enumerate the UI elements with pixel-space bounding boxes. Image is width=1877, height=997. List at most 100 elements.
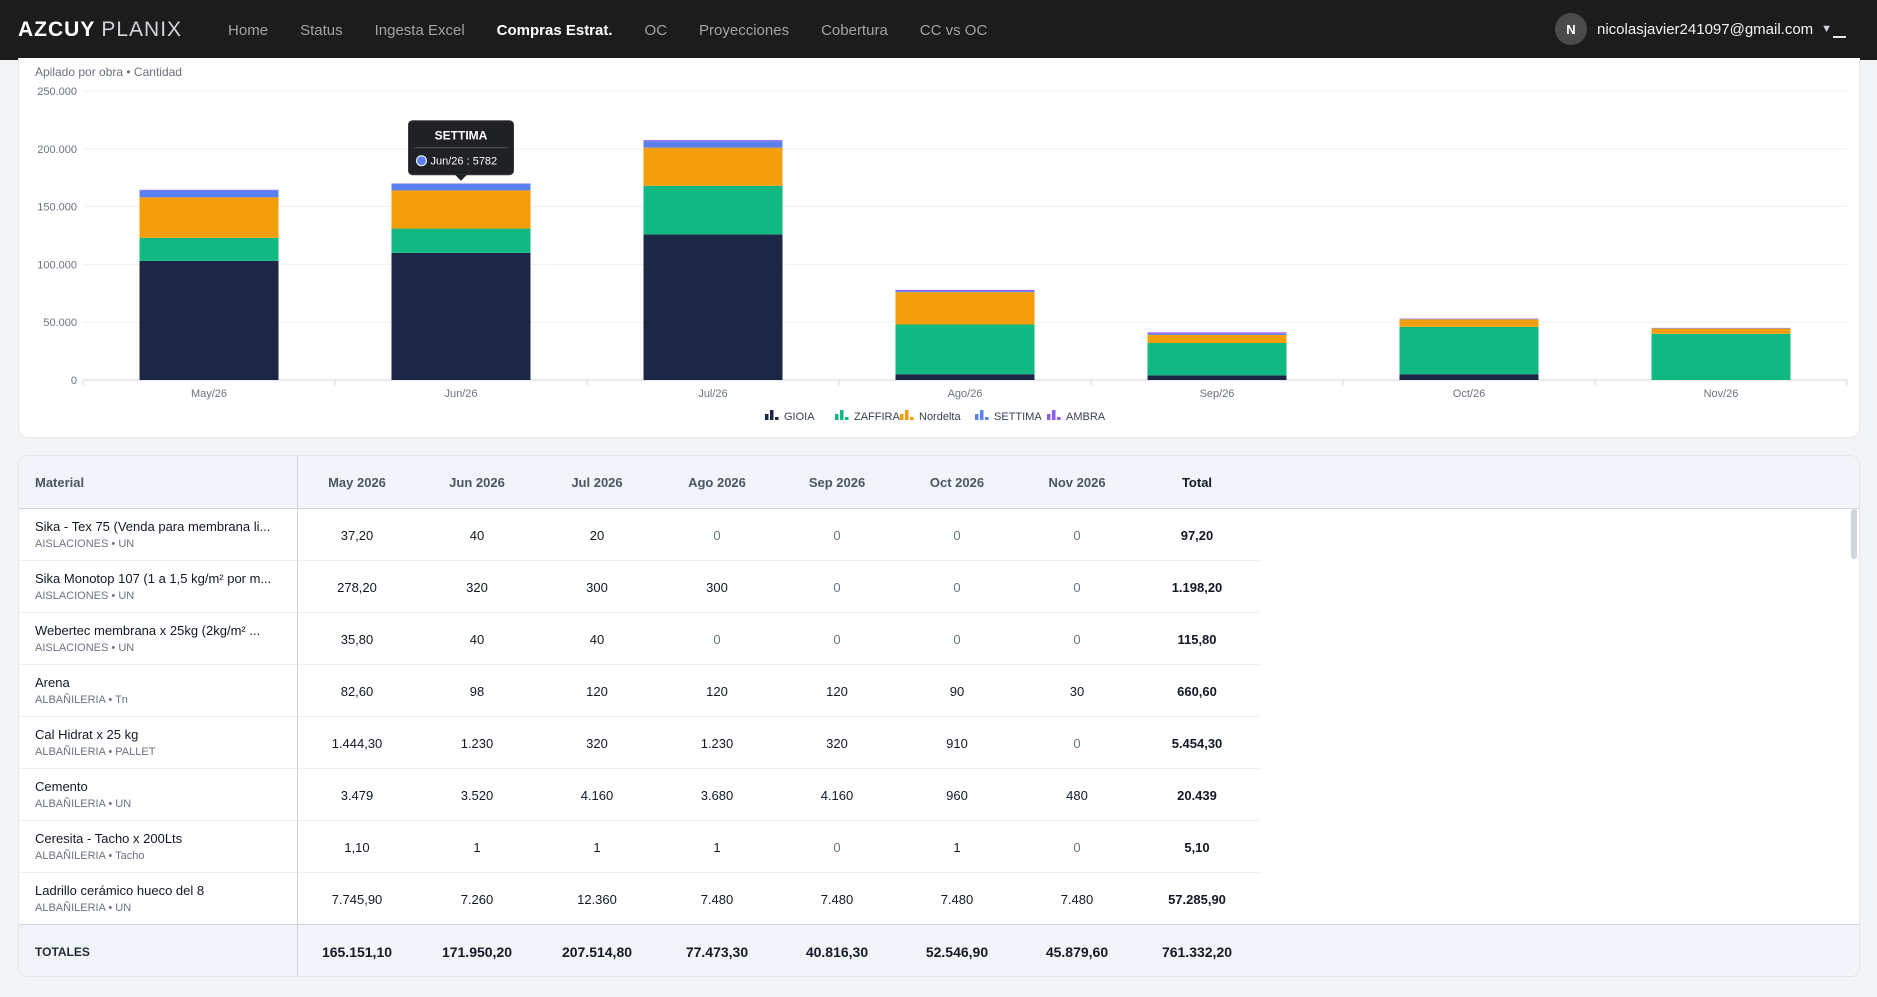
table-row[interactable]: Ceresita - Tacho x 200Lts ALBAÑILERIA • T… (19, 821, 1259, 873)
row-total-cell: 5,10 (1184, 839, 1210, 855)
bar-gioia-2 (643, 234, 783, 380)
legend-bar-icon (905, 410, 909, 420)
table-cell: 1 (953, 839, 961, 855)
chevron-down-icon: ▼ (1821, 23, 1833, 35)
y-tick-label: 0 (71, 375, 77, 387)
table-cell: 82,60 (340, 683, 374, 699)
material-name: Sika Monotop 107 (1 a 1,5 kg/m² por m... (35, 571, 272, 586)
material-category: ALBAÑILERIA • UN (35, 902, 132, 914)
legend-bar-icon (1047, 414, 1051, 420)
x-tick-label: Sep/26 (1200, 388, 1235, 400)
brand-logo[interactable]: AZCUY PLANIX (18, 18, 182, 42)
nav-link-ingesta-excel[interactable]: Ingesta Excel (374, 21, 465, 39)
tooltip-series-dot (416, 155, 427, 167)
x-tick-label: Nov/26 (1704, 388, 1739, 400)
table-cell: 0 (833, 527, 841, 543)
table-cell: 35,80 (340, 631, 374, 647)
table-cell: 0 (833, 579, 841, 595)
nav-link-compras-estrat[interactable]: Compras Estrat. (496, 21, 613, 39)
bar-ambra-0 (139, 189, 279, 191)
table-row[interactable]: Sika Monotop 107 (1 a 1,5 kg/m² por m...… (19, 561, 1259, 613)
total-cell: 77.473,30 (685, 944, 749, 960)
nav-link-cobertura[interactable]: Cobertura (821, 21, 888, 39)
table-cell: 3.479 (340, 787, 374, 803)
nav-link-status[interactable]: Status (300, 21, 343, 39)
total-cell: 207.514,80 (561, 944, 633, 960)
column-header-oct-2026[interactable]: Oct 2026 (929, 475, 985, 490)
material-name: Ceresita - Tacho x 200Lts (35, 831, 183, 846)
nav-link-proyecciones[interactable]: Proyecciones (699, 21, 790, 39)
chart-card: Apilado por obra • Cantidad 250.000 200.0… (18, 58, 1860, 438)
table-cell: 320 (586, 735, 608, 751)
column-header-nov-2026[interactable]: Nov 2026 (1048, 475, 1106, 490)
bar-zaffira-4 (1147, 343, 1287, 376)
table-row[interactable]: Cemento ALBAÑILERIA • UN 3.479 3.520 4.160 3.… (19, 769, 1259, 821)
table-row[interactable]: Cal Hidrat x 25 kg ALBAÑILERIA • PALLET 1.… (19, 717, 1259, 769)
table-cell: 1,10 (344, 839, 370, 855)
table-row[interactable]: Sika - Tex 75 (Venda para membrana li...… (19, 509, 1259, 561)
legend-bar-icon (985, 417, 989, 420)
bar-zaffira-1 (391, 228, 531, 253)
row-total-cell: 5.454,30 (1171, 735, 1223, 751)
legend-item-settima[interactable]: SETTIMA (975, 410, 1042, 423)
column-header-may-2026[interactable]: May 2026 (328, 475, 386, 490)
column-header-material[interactable]: Material (35, 475, 85, 490)
bar-zaffira-5 (1399, 326, 1539, 375)
bar-nordelta-3 (895, 292, 1035, 325)
legend-item-ambra[interactable]: AMBRA (1047, 410, 1106, 423)
legend-item-nordelta[interactable]: Nordelta (900, 410, 961, 423)
material-category: ALBAÑILERIA • Tn (35, 694, 128, 706)
bar-nordelta-5 (1399, 319, 1539, 327)
total-cell: 171.950,20 (441, 944, 513, 960)
column-header-sep-2026[interactable]: Sep 2026 (808, 475, 866, 490)
table-cell: 1.444,30 (331, 735, 383, 751)
user-email: nicolasjavier241097@gmail.com (1597, 20, 1814, 38)
table-cell: 278,20 (337, 579, 377, 595)
legend-bar-icon (770, 410, 774, 420)
minimize-icon[interactable] (1833, 36, 1846, 38)
column-header-jun-2026[interactable]: Jun 2026 (449, 475, 505, 490)
legend-label: GIOIA (784, 411, 815, 423)
table-cell: 320 (466, 579, 488, 595)
table-cell: 7.260 (460, 891, 494, 907)
table-row[interactable]: Ladrillo cerámico hueco del 8 ALBAÑILERIA… (19, 873, 1259, 925)
table-cell: 320 (826, 735, 848, 751)
nav-links: Home Status Ingesta Excel Compras Estrat. OC… (212, 22, 1003, 39)
table-cell: 0 (953, 527, 961, 543)
column-divider (297, 456, 298, 976)
table-cell: 7.480 (700, 891, 734, 907)
table-cell: 20 (589, 527, 605, 543)
table-cell: 98 (469, 683, 485, 699)
table-cell: 0 (1073, 735, 1081, 751)
nav-link-cc-vs-oc[interactable]: CC vs OC (919, 21, 988, 39)
bar-gioia-5 (1399, 374, 1539, 380)
scrollbar[interactable] (1851, 509, 1857, 559)
materials-table: Material May 2026 Jun 2026 Jul 2026 Ago 2026… (18, 455, 1860, 977)
legend-label: Nordelta (919, 411, 961, 423)
legend-bar-icon (835, 414, 839, 420)
table-cell: 40 (469, 631, 485, 647)
material-category: AISLACIONES • UN (35, 642, 135, 654)
y-tick-label: 100.000 (37, 259, 77, 271)
legend-item-gioia[interactable]: GIOIA (765, 410, 815, 423)
bar-zaffira-0 (139, 237, 279, 261)
table-cell: 1 (593, 839, 601, 855)
column-header-jul-2026[interactable]: Jul 2026 (571, 475, 623, 490)
stacked-bar-chart: 250.000 200.000 150.000 100.000 50.000 0 May/2… (37, 86, 1848, 423)
user-menu[interactable]: N nicolasjavier241097@gmail.com ▼ (1555, 13, 1832, 45)
material-name: Ladrillo cerámico hueco del 8 (35, 883, 205, 898)
legend-item-zaffira[interactable]: ZAFFIRA (835, 410, 900, 423)
nav-link-oc[interactable]: OC (644, 21, 668, 39)
bar-settima-0 (139, 190, 279, 198)
table-cell: 0 (833, 839, 841, 855)
column-header-ago-2026[interactable]: Ago 2026 (688, 475, 746, 490)
y-tick-label: 50.000 (43, 317, 77, 329)
table-row[interactable]: Webertec membrana x 25kg (2kg/m² ... AISL… (19, 613, 1259, 665)
bar-ambra-3 (895, 289, 1035, 292)
x-tick-label: Oct/26 (1453, 388, 1485, 400)
nav-link-home[interactable]: Home (228, 21, 269, 39)
bar-settima-1 (391, 183, 531, 191)
table-row[interactable]: Arena ALBAÑILERIA • Tn 82,60 98 120 120 120 90 3… (19, 665, 1259, 717)
column-header-total[interactable]: Total (1181, 475, 1213, 490)
table-cell: 300 (706, 579, 728, 595)
